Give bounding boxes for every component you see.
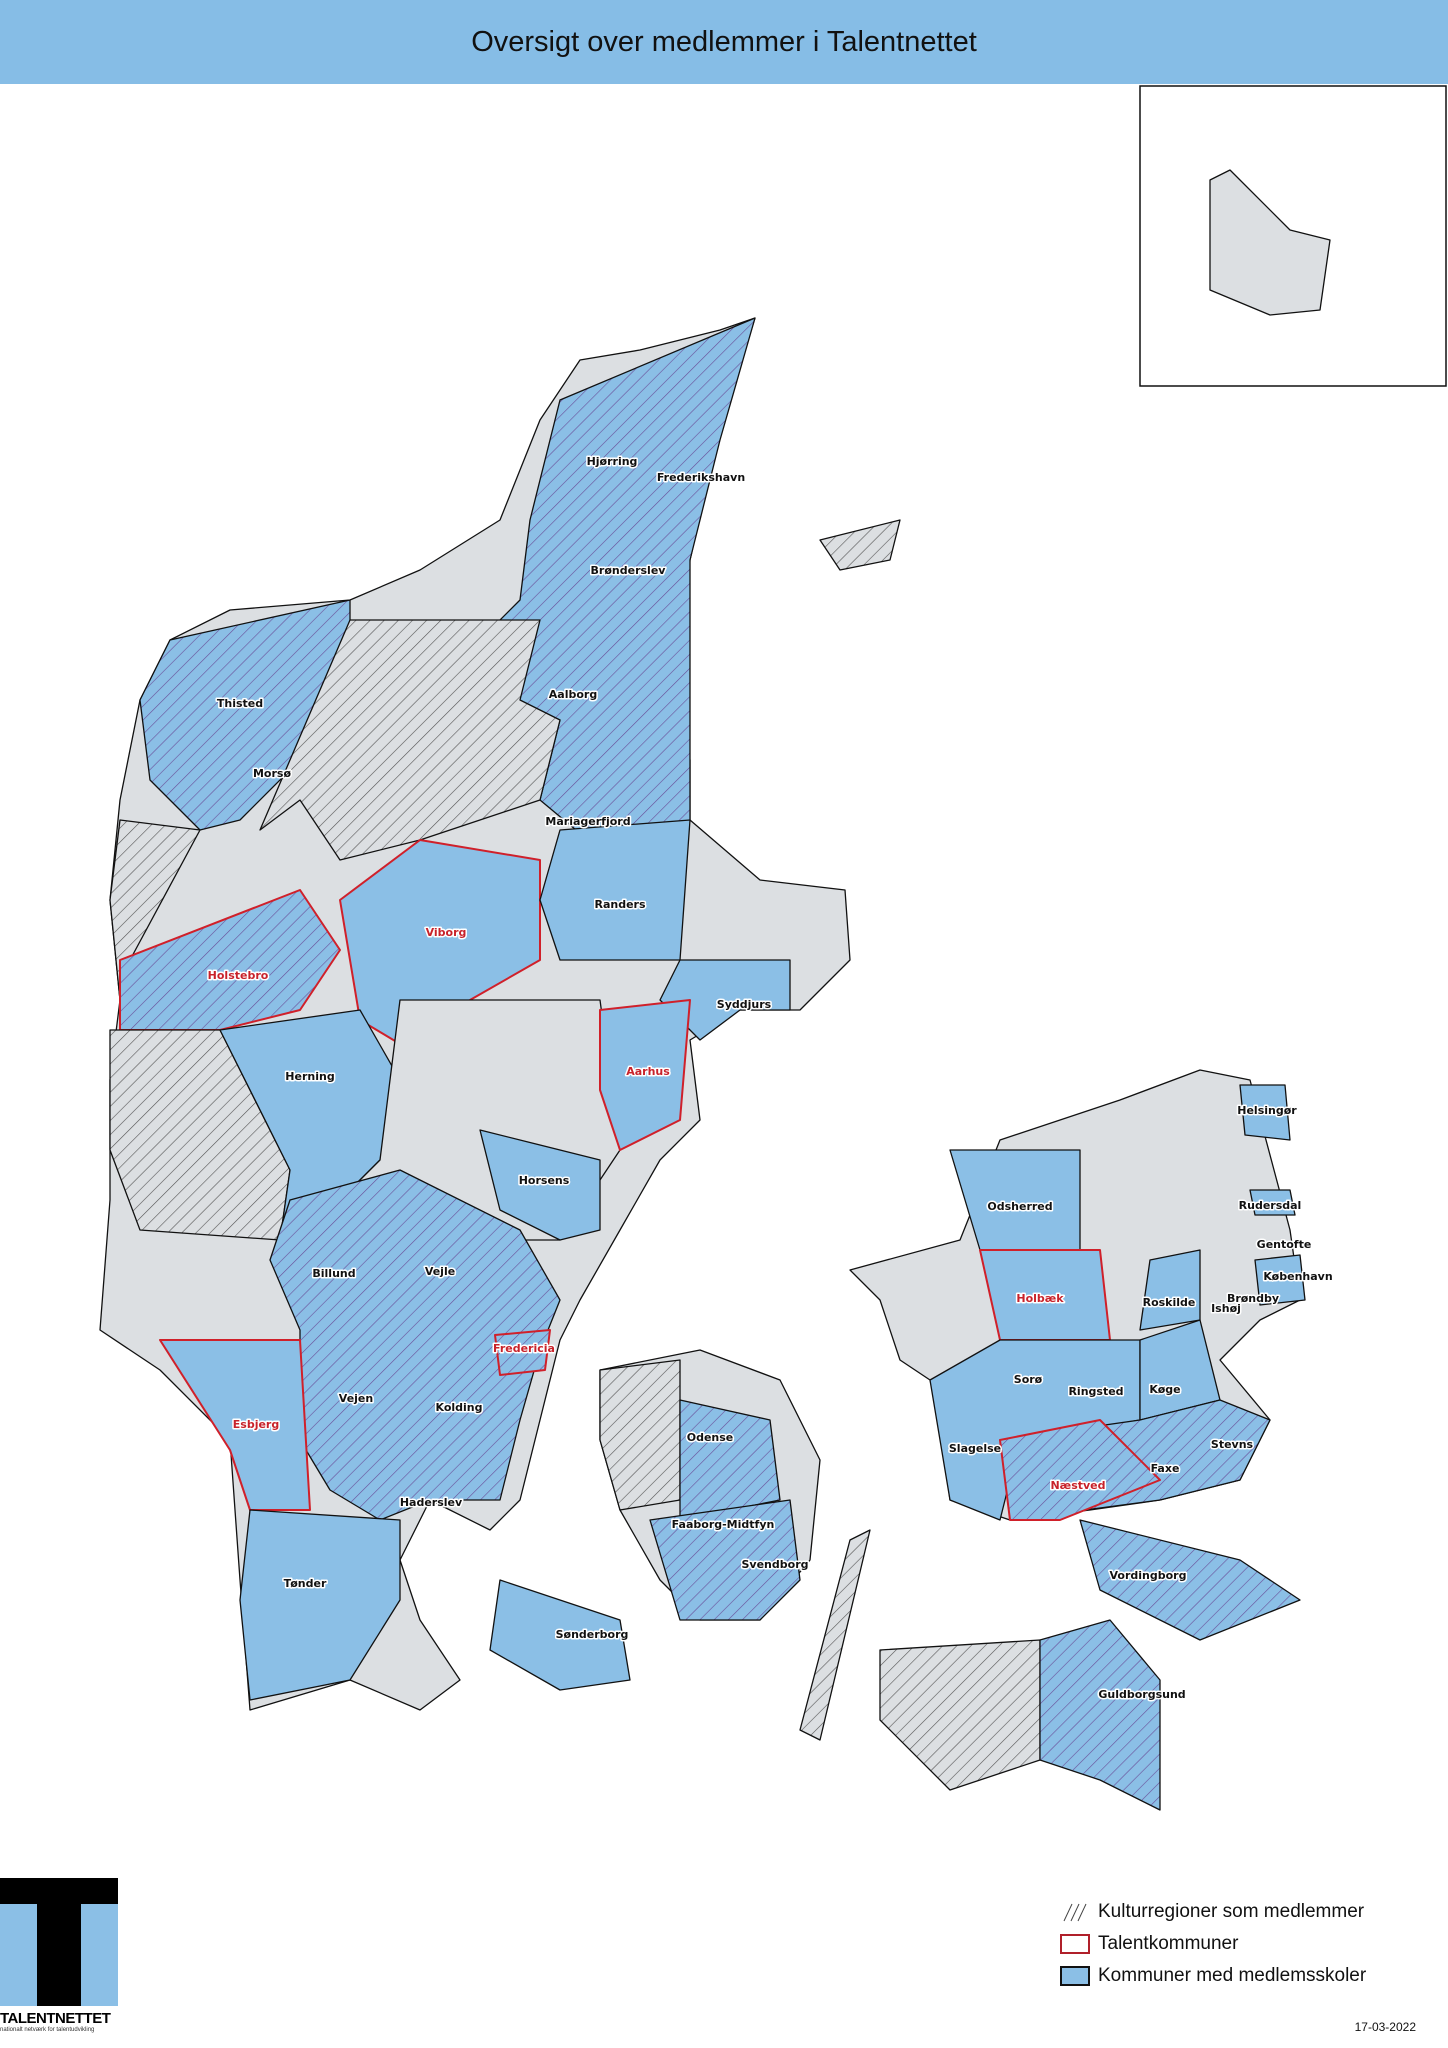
label-brøndby: Brøndby — [1227, 1292, 1279, 1305]
region-aarhus — [599, 999, 691, 1151]
municipality-regions — [99, 169, 1331, 1811]
title-bar: Oversigt over medlemmer i Talentnettet — [0, 0, 1448, 84]
label-sorø: Sorø — [1014, 1373, 1043, 1386]
region-tonder — [239, 1509, 401, 1701]
label-svendborg: Svendborg — [742, 1558, 809, 1571]
label-billund: Billund — [312, 1267, 355, 1280]
label-stevns: Stevns — [1211, 1438, 1254, 1451]
region-kultur-fyn — [599, 1359, 681, 1511]
label-sønderborg: Sønderborg — [556, 1628, 629, 1641]
label-herning: Herning — [285, 1070, 334, 1083]
label-odsherred: Odsherred — [987, 1200, 1052, 1213]
region-langeland — [799, 1529, 871, 1741]
label-frederikshavn: Frederikshavn — [657, 471, 745, 484]
label-helsingør: Helsingør — [1237, 1104, 1297, 1117]
region-roskilde — [1139, 1249, 1201, 1331]
region-bornholm — [1209, 169, 1331, 316]
label-vejen: Vejen — [339, 1392, 373, 1405]
region-sonderborg — [489, 1579, 631, 1691]
label-guldborgsund: Guldborgsund — [1098, 1688, 1185, 1701]
region-rudersdal — [1249, 1189, 1296, 1216]
map-legend: Kulturregioner som medlemmer Talentkommu… — [1060, 1896, 1366, 1992]
label-kolding: Kolding — [435, 1401, 482, 1414]
label-brønderslev: Brønderslev — [591, 564, 667, 577]
logo-tagline: nationalt netværk for talentudvikling — [0, 2027, 95, 2033]
label-hjørring: Hjørring — [587, 455, 638, 468]
talentnettet-logo: TALENTNETTET nationalt netværk for talen… — [0, 1878, 120, 2033]
legend-label: Talentkommuner — [1098, 1933, 1239, 1954]
region-randers — [539, 819, 691, 961]
label-randers: Randers — [594, 898, 645, 911]
label-ringsted: Ringsted — [1068, 1385, 1123, 1398]
map-title: Oversigt over medlemmer i Talentnettet — [471, 25, 977, 58]
region-kbh — [1254, 1254, 1306, 1306]
region-fredericia — [494, 1329, 551, 1376]
region-anholt — [819, 519, 901, 571]
logo-name: TALENTNETTET — [0, 2010, 111, 2027]
label-odense: Odense — [687, 1431, 734, 1444]
legend-item-talentkommuner: Talentkommuner — [1060, 1928, 1366, 1960]
label-tønder: Tønder — [284, 1577, 327, 1590]
region-esbjerg — [159, 1339, 311, 1511]
label-morsø: Morsø — [253, 767, 291, 780]
region-helsingor — [1239, 1084, 1291, 1141]
municipality-labels: Hjørring Frederikshavn Brønderslev Thisted A… — [206, 454, 1334, 1703]
legend-label: Kommuner med medlemsskoler — [1098, 1965, 1367, 1986]
region-sydfyn — [649, 1499, 801, 1621]
map-date: 17-03-2022 — [1354, 2020, 1416, 2034]
label-næstved: Næstved — [1050, 1479, 1105, 1492]
label-køge: Køge — [1149, 1383, 1180, 1396]
label-slagelse: Slagelse — [949, 1442, 1001, 1455]
label-fredericia: Fredericia — [493, 1342, 555, 1355]
bornholm-inset-frame — [1139, 85, 1447, 387]
label-københavn: København — [1263, 1270, 1332, 1283]
label-syddjurs: Syddjurs — [717, 998, 772, 1011]
blue-fill-swatch-icon — [1060, 1966, 1090, 1986]
label-haderslev: Haderslev — [400, 1496, 463, 1509]
region-lolland — [879, 1639, 1041, 1791]
label-aarhus: Aarhus — [626, 1065, 670, 1078]
legend-label: Kulturregioner som medlemmer — [1098, 1901, 1365, 1922]
label-ishøj: Ishøj — [1211, 1302, 1241, 1315]
region-horsens — [479, 1129, 601, 1241]
legend-item-medlemsskoler: Kommuner med medlemsskoler — [1060, 1960, 1366, 1992]
label-holstebro: Holstebro — [208, 969, 269, 982]
label-faaborg-midtfyn: Faaborg-Midtfyn — [672, 1518, 775, 1531]
label-gentofte: Gentofte — [1257, 1238, 1312, 1251]
region-guldborgsund — [1039, 1619, 1161, 1811]
label-vordingborg: Vordingborg — [1110, 1569, 1187, 1582]
label-roskilde: Roskilde — [1143, 1296, 1196, 1309]
label-holbæk: Holbæk — [1016, 1292, 1064, 1305]
label-esbjerg: Esbjerg — [233, 1418, 279, 1431]
logo-t-mark — [0, 1878, 118, 2006]
label-thisted: Thisted — [217, 697, 263, 710]
region-naestved — [999, 1419, 1161, 1521]
label-mariagerfjord: Mariagerfjord — [545, 815, 630, 828]
label-faxe: Faxe — [1151, 1462, 1180, 1475]
hatch-swatch-icon — [1063, 1903, 1087, 1922]
region-syddjurs — [659, 959, 791, 1041]
legend-item-kulturregioner: Kulturregioner som medlemmer — [1060, 1896, 1366, 1928]
label-vejle: Vejle — [425, 1265, 455, 1278]
label-viborg: Viborg — [426, 926, 467, 939]
region-odense — [679, 1399, 781, 1521]
label-aalborg: Aalborg — [549, 688, 597, 701]
region-vordingborg — [1079, 1519, 1301, 1641]
label-rudersdal: Rudersdal — [1239, 1199, 1302, 1212]
region-kultur-nv — [259, 619, 561, 861]
red-outline-swatch-icon — [1060, 1934, 1090, 1954]
label-horsens: Horsens — [519, 1174, 570, 1187]
